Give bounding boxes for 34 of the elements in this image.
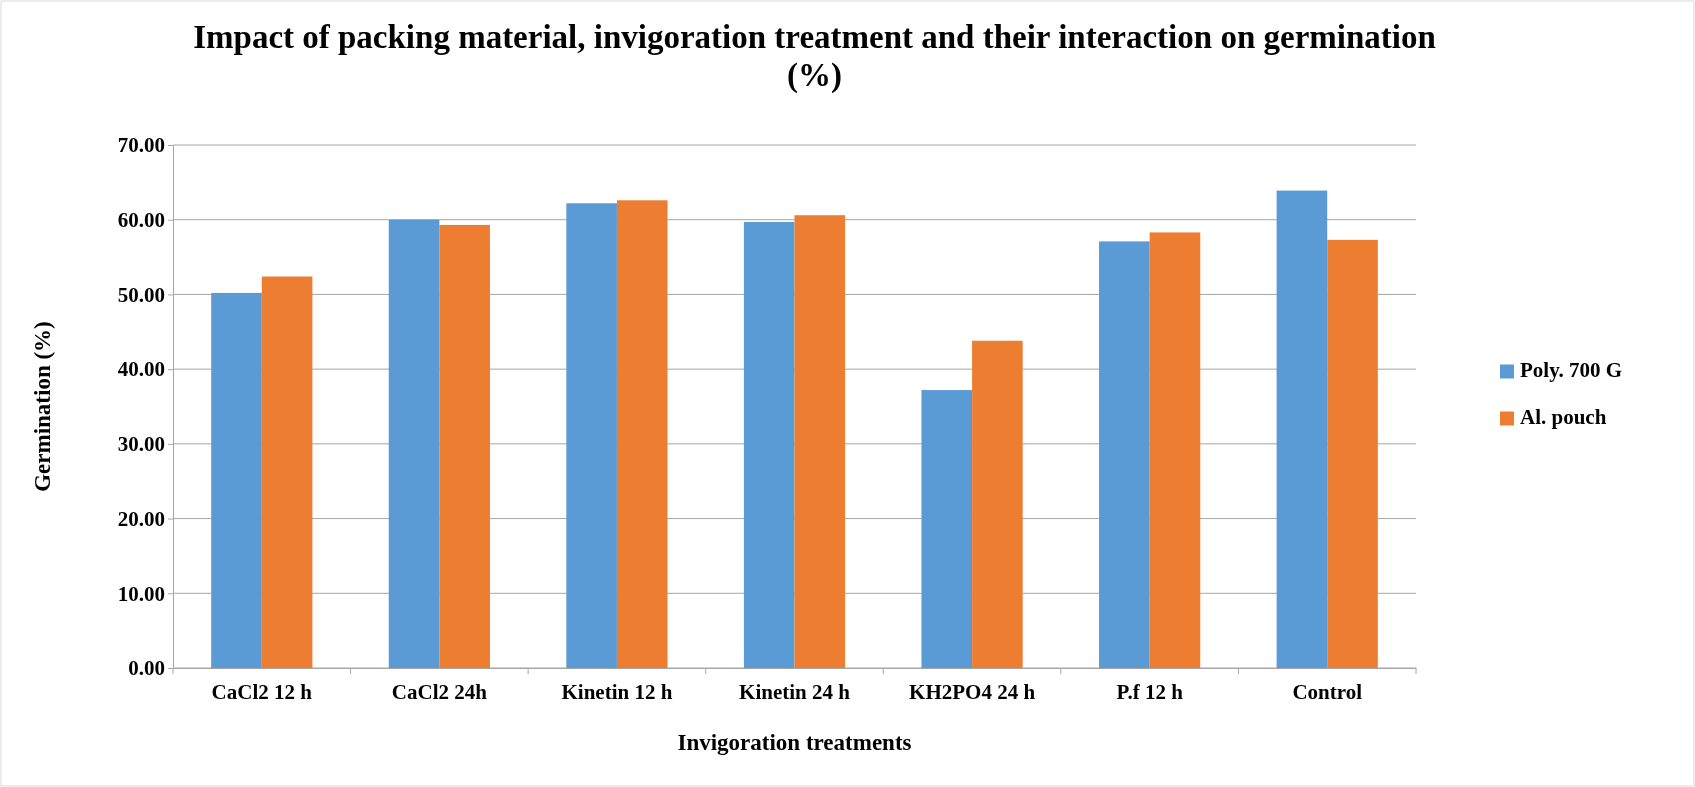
- y-tick-label: 30.00: [117, 432, 165, 457]
- bar: [388, 219, 440, 668]
- x-tick-label: CaCl2 24h: [391, 679, 488, 704]
- y-axis-title: Germination (%): [30, 321, 55, 492]
- x-axis-title: Invigoration treatments: [677, 730, 912, 755]
- legend-label: Al. pouch: [1520, 404, 1607, 429]
- bar: [972, 340, 1023, 668]
- bar: [794, 215, 846, 668]
- bar: [439, 224, 490, 668]
- x-tick-label: Kinetin 12 h: [561, 679, 673, 704]
- x-tick-label: Kinetin 24 h: [739, 679, 851, 704]
- bar: [566, 203, 617, 668]
- chart-title: Impact of packing material, invigoration treatment and their interaction on germination (%): [193, 19, 1436, 94]
- bar: [261, 276, 313, 668]
- bar: [1276, 190, 1328, 668]
- bar: [1099, 241, 1150, 668]
- x-tick-label: CaCl2 12 h: [211, 679, 313, 704]
- legend-label: Poly. 700 G: [1520, 357, 1623, 382]
- bar: [743, 221, 795, 668]
- y-tick-label: 70.00: [117, 133, 165, 158]
- bar: [921, 390, 973, 668]
- bar: [211, 292, 262, 668]
- x-tick-label: KH2PO4 24 h: [909, 679, 1036, 704]
- bar: [616, 200, 668, 668]
- y-tick-label: 20.00: [117, 506, 165, 531]
- y-tick-label: 40.00: [117, 357, 165, 382]
- bar: [1327, 239, 1378, 668]
- y-tick-label: 10.00: [117, 581, 165, 606]
- x-tick-label: P.f 12 h: [1116, 679, 1184, 704]
- y-tick-label: 0.00: [128, 656, 165, 681]
- x-tick-label: Control: [1292, 679, 1363, 704]
- y-tick-label: 60.00: [117, 207, 165, 232]
- bar: [1149, 232, 1201, 668]
- y-tick-label: 50.00: [117, 282, 165, 307]
